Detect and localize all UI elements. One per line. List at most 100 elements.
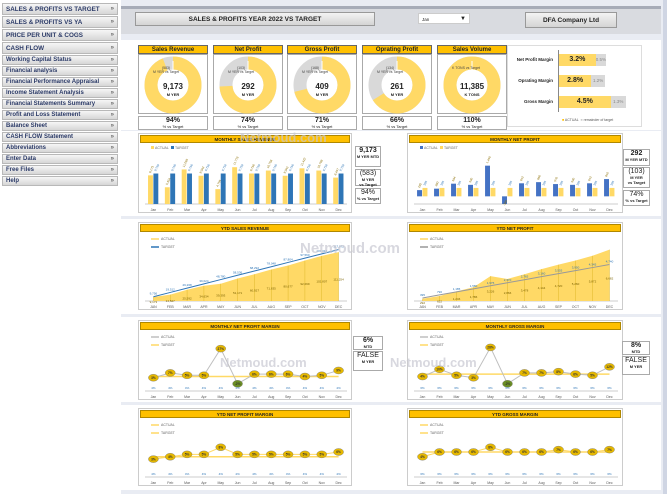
chevron-right-icon: » [110, 45, 114, 51]
bar-actual [553, 184, 558, 197]
legend-label: ACTUAL [430, 237, 444, 241]
x-tick-label: JAN [150, 305, 157, 309]
x-tick-label: Jun [235, 208, 241, 212]
marker-actual [485, 443, 496, 451]
sidebar-item-free-files[interactable]: Free Files » [2, 165, 118, 175]
kpi-value: 261 [390, 82, 404, 91]
bar-actual [333, 177, 339, 204]
x-tick-label: Jun [235, 395, 241, 399]
x-tick-label: Dec [606, 481, 612, 485]
data-label-target: 1,975 [487, 281, 495, 285]
data-label-target: 6% [488, 386, 493, 390]
bar-target [524, 187, 530, 197]
marker-actual [181, 450, 193, 459]
data-label-actual: 34,634 [199, 294, 209, 298]
marker-actual [316, 450, 327, 459]
chart-title: MONTHLY SALES REVENUE [140, 135, 350, 143]
kpi-variance: (103) M YER vs Target [228, 66, 254, 74]
sidebar-item-profit-and-loss-statement[interactable]: Profit and Loss Statement » [2, 110, 118, 120]
bar-target [490, 187, 496, 197]
margin-row: Oprating Margin 2.8% 1.2% [508, 75, 643, 87]
marker-actual [553, 367, 564, 376]
data-label-target: 6% [420, 386, 425, 390]
chart-gm: MONTHLY GROSS MARGIN Jan Feb Mar Apr May Jun Ju… [407, 320, 623, 400]
data-label-target: 6% [420, 472, 425, 476]
data-label-target: 4% [320, 472, 325, 476]
data-label-target: 6% [607, 472, 612, 476]
kpi-pct-box: 110%% vs Target [437, 116, 507, 130]
company-button[interactable]: DFA Company Ltd [525, 12, 617, 28]
chart-plot: JAN FEB MAR APR MAY JUN JUL AUG SEP OCT NOV DEC ACTU… [145, 237, 347, 309]
kpi-title: Gross Profit [287, 45, 357, 54]
bar-actual [198, 175, 204, 204]
sidebar-item-financial-performance-appraisal[interactable]: Financial Performance Appraisal » [2, 77, 118, 87]
margin-row: Net Profit Margin 3.2% 0.5% [508, 54, 643, 66]
data-label-actual: 652 [437, 299, 442, 303]
chevron-down-icon[interactable]: ▼ [460, 16, 466, 22]
data-label-actual: 3% [151, 457, 156, 461]
x-tick-label: JUN [504, 305, 511, 309]
sidebar-item-sales-profits-vs-target[interactable]: SALES & PROFITS VS TARGET » [2, 3, 118, 15]
data-label-target: 4% [252, 386, 257, 390]
data-label-target: 6% [539, 472, 544, 476]
sidebar-item-balance-sheet[interactable]: Balance Sheet » [2, 121, 118, 131]
gm-mtd-value: 8% [630, 342, 642, 349]
data-label-actual: 5% [319, 453, 324, 457]
chart-plot: JAN FEB MAR APR MAY JUN JUL AUG SEP OCT NOV DEC ACTU… [414, 237, 618, 309]
sidebar-item-financial-statements-summary[interactable]: Financial Statements Summary » [2, 99, 118, 109]
data-label-actual: 8% [556, 370, 561, 374]
sidebar-item-financial-analysis[interactable]: Financial analysis » [2, 66, 118, 76]
chevron-right-icon: » [110, 101, 114, 107]
sidebar-item-income-statement-analysis[interactable]: Income Statement Analysis » [2, 88, 118, 98]
chevron-right-icon: » [110, 57, 114, 63]
data-label: 395 [542, 180, 548, 187]
bar-target [288, 173, 293, 204]
data-label-target: 2,370 [504, 278, 512, 282]
marker-actual [181, 371, 193, 380]
sidebar-item-enter-data[interactable]: Enter Data » [2, 154, 118, 164]
data-label-actual: 111,254 [333, 278, 344, 282]
data-label-target: 6% [471, 386, 476, 390]
chart-plot: Jan Feb Mar Apr May Jun Jul Aug Sep Oct Nov Dec ACTU… [145, 146, 347, 212]
sidebar-item-working-capital-status[interactable]: Working Capital Status » [2, 55, 118, 65]
gm-status-value: FALSE [625, 357, 647, 364]
data-label: 9,756 [221, 163, 228, 172]
sidebar-item-cash-flow-statement[interactable]: CASH FLOW Statement » [2, 132, 118, 142]
x-tick-label: Aug [268, 208, 274, 212]
sidebar-item-price-per-unit-cogs[interactable]: PRICE PER UNIT & COGS » [2, 29, 118, 41]
data-label: 9,756 [249, 163, 256, 172]
kpi-title: Oprating Profit [362, 45, 432, 54]
sales-variance-label: M YER [361, 177, 375, 182]
marker-actual [282, 450, 294, 459]
margin-remainder-bar: 0.5% [595, 54, 606, 66]
kpi-pct: 66% [389, 117, 404, 124]
kpi-variance-label: K TONS vs Target [452, 66, 481, 70]
data-label-actual: 27% [218, 347, 225, 351]
dashboard-title-button[interactable]: SALES & PROFITS YEAR 2022 VS TARGET [135, 12, 375, 26]
sidebar-item-label: CASH FLOW Statement [6, 134, 74, 140]
chevron-right-icon: » [110, 156, 114, 162]
chevron-right-icon: » [110, 32, 114, 38]
sidebar-item-cash-flow[interactable]: CASH FLOW » [2, 42, 118, 54]
month-dropdown[interactable]: Jan ▼ [418, 13, 470, 24]
margins-legend: ■ ACTUAL ■ remainder of target [562, 118, 614, 122]
sidebar-item-sales-profits-vs-ya[interactable]: SALES & PROFITS VS YA » [2, 16, 118, 28]
x-tick-label: Feb [436, 481, 442, 485]
x-tick-label: Sep [555, 395, 561, 399]
legend-label: ACTUAL [430, 423, 444, 427]
sidebar-item-help[interactable]: Help » [2, 176, 118, 186]
legend-swatch [420, 146, 423, 149]
data-label: 9,756 [305, 163, 312, 172]
x-tick-label: APR [470, 305, 478, 309]
data-label-target: 4% [286, 386, 291, 390]
data-label-actual: 39,393 [216, 293, 226, 297]
data-label-target: 6% [590, 386, 595, 390]
sidebar-item-abbreviations[interactable]: Abbreviations » [2, 143, 118, 153]
month-value: Jan [422, 17, 430, 22]
sales-mtd-value: 9,173 [359, 147, 377, 154]
data-label-actual: 80,677 [283, 284, 293, 288]
data-label-actual: 6,682 [606, 276, 614, 280]
data-label-target: 29,268 [182, 283, 192, 287]
kpi-variance-label: M YER vs Target [153, 70, 180, 74]
marker-actual [485, 343, 496, 352]
